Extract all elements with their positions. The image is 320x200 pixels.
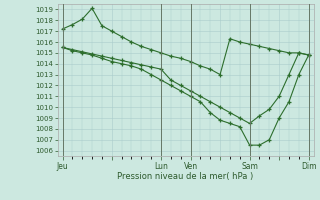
X-axis label: Pression niveau de la mer( hPa ): Pression niveau de la mer( hPa ) <box>117 172 254 181</box>
